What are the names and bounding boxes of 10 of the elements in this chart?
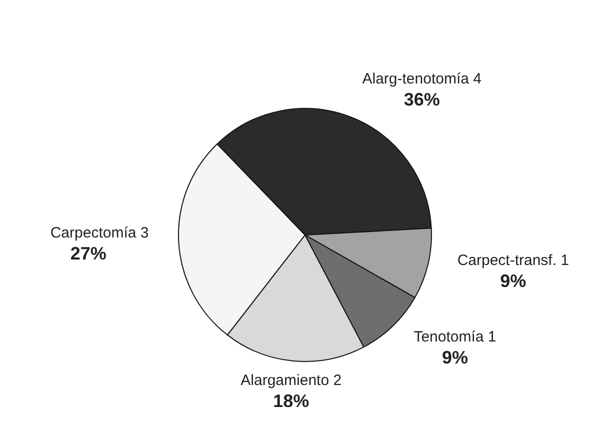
data-label: 27% bbox=[70, 243, 106, 264]
slice-label: Tenotomía 1 bbox=[414, 328, 496, 346]
data-label: 18% bbox=[273, 390, 310, 411]
slice-label: Carpect-transf. 1 bbox=[457, 252, 570, 270]
slice-label: Carpectomía 3 bbox=[50, 224, 149, 242]
data-label: 9% bbox=[442, 348, 468, 368]
slice-label: Alargamiento 2 bbox=[240, 372, 342, 390]
data-label: 36% bbox=[404, 89, 440, 110]
slice-label: Alarg-tenotomía 4 bbox=[362, 70, 482, 88]
data-label: 9% bbox=[500, 270, 526, 291]
